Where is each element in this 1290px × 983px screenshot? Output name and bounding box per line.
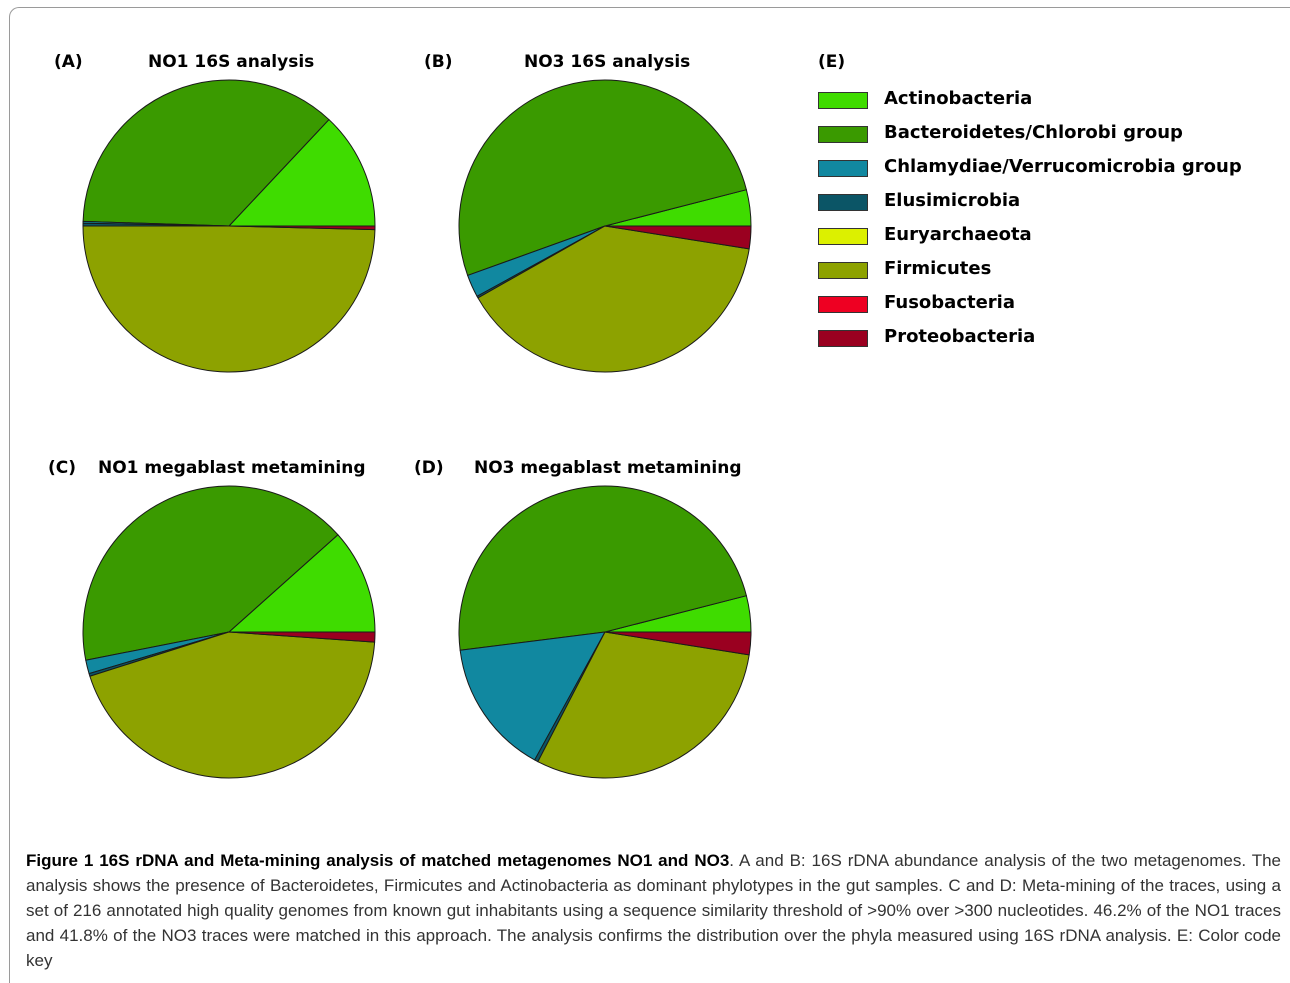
pie-slice-bacteroidetes-chlorobi-group bbox=[82, 485, 339, 661]
pie-slice-firmicutes bbox=[89, 631, 376, 779]
pie-slice-firmicutes bbox=[82, 225, 376, 373]
pie-slice-chlamydiae-verrucomicrobia-group bbox=[459, 631, 606, 761]
pie-slice-proteobacteria bbox=[604, 225, 752, 250]
pie-title-c: NO1 megablast metamining bbox=[98, 458, 366, 478]
legend-label: Chlamydiae/Verrucomicrobia group bbox=[884, 156, 1242, 177]
pie-title-d: NO3 megablast metamining bbox=[474, 458, 742, 478]
pie-slice-bacteroidetes-chlorobi-group bbox=[458, 79, 747, 276]
pie-slice-bacteroidetes-chlorobi-group bbox=[458, 485, 747, 651]
pie-slice-actinobacteria bbox=[228, 119, 376, 227]
legend-label: Euryarchaeota bbox=[884, 224, 1032, 245]
legend-label: Firmicutes bbox=[884, 258, 992, 279]
pie-title-a: NO1 16S analysis bbox=[148, 52, 315, 72]
legend-label: Actinobacteria bbox=[884, 88, 1033, 109]
pie-title-b: NO3 16S analysis bbox=[524, 52, 691, 72]
pie-chart-c bbox=[82, 485, 376, 779]
pie-slice-proteobacteria bbox=[228, 631, 376, 643]
panel-label-c: (C) bbox=[48, 458, 77, 478]
panel-label-d: (D) bbox=[414, 458, 444, 478]
figure-frame bbox=[9, 7, 1290, 983]
figure-caption: Figure 1 16S rDNA and Meta-mining analys… bbox=[26, 848, 1281, 973]
panel-label-e: (E) bbox=[818, 52, 846, 72]
legend-swatch bbox=[818, 262, 868, 279]
pie-chart-d bbox=[458, 485, 752, 779]
caption-title: Figure 1 16S rDNA and Meta-mining analys… bbox=[26, 851, 730, 870]
panel-label-b: (B) bbox=[424, 52, 453, 72]
legend-swatch bbox=[818, 160, 868, 177]
pie-slice-bacteroidetes-chlorobi-group bbox=[82, 79, 330, 227]
legend-swatch bbox=[818, 194, 868, 211]
pie-slice-firmicutes bbox=[537, 631, 750, 779]
legend-swatch bbox=[818, 228, 868, 245]
pie-chart-b bbox=[458, 79, 752, 373]
legend-label: Bacteroidetes/Chlorobi group bbox=[884, 122, 1183, 143]
legend-label: Proteobacteria bbox=[884, 326, 1036, 347]
legend-swatch bbox=[818, 126, 868, 143]
pie-slice-proteobacteria bbox=[604, 631, 752, 656]
panel-label-a: (A) bbox=[54, 52, 83, 72]
pie-slice-firmicutes bbox=[477, 225, 750, 373]
caption-text: . A and B: 16S rDNA abundance analysis o… bbox=[26, 851, 1281, 970]
legend-swatch bbox=[818, 296, 868, 313]
legend-label: Fusobacteria bbox=[884, 292, 1016, 313]
pie-slice-proteobacteria bbox=[228, 225, 376, 231]
legend-swatch bbox=[818, 330, 868, 347]
legend-swatch bbox=[818, 92, 868, 109]
legend-label: Elusimicrobia bbox=[884, 190, 1021, 211]
pie-chart-a bbox=[82, 79, 376, 373]
pie-slice-actinobacteria bbox=[228, 534, 376, 633]
